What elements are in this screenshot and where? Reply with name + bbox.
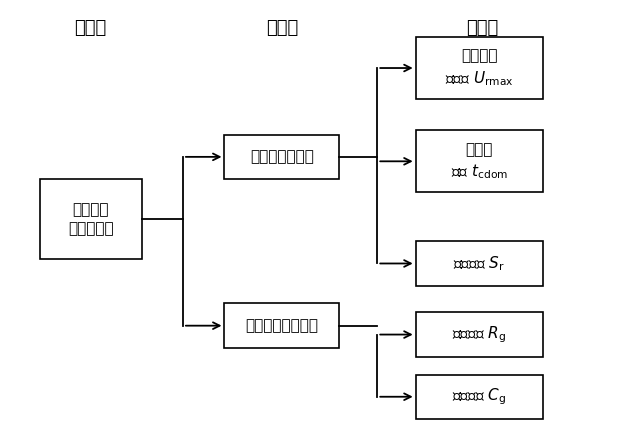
Text: 主时间
常数 $t_{\rm cdom}$: 主时间 常数 $t_{\rm cdom}$: [451, 142, 508, 181]
Text: 扩展德拜模型指标: 扩展德拜模型指标: [245, 318, 318, 333]
Text: 初始斜率 $S_{\rm r}$: 初始斜率 $S_{\rm r}$: [453, 254, 505, 273]
Text: 项目层: 项目层: [266, 19, 298, 37]
FancyBboxPatch shape: [415, 375, 543, 419]
FancyBboxPatch shape: [415, 312, 543, 357]
FancyBboxPatch shape: [225, 135, 339, 179]
FancyBboxPatch shape: [415, 37, 543, 99]
FancyBboxPatch shape: [415, 241, 543, 286]
Text: 几何电容 $C_{\rm g}$: 几何电容 $C_{\rm g}$: [452, 387, 506, 407]
Text: 目标层: 目标层: [74, 19, 107, 37]
Text: 回复电压法指标: 回复电压法指标: [250, 149, 314, 164]
FancyBboxPatch shape: [40, 179, 141, 259]
Text: 指标层: 指标层: [467, 19, 499, 37]
FancyBboxPatch shape: [225, 304, 339, 348]
Text: 变压器油
纸绝缘状态: 变压器油 纸绝缘状态: [68, 202, 113, 236]
FancyBboxPatch shape: [415, 130, 543, 192]
Text: 回复电压
极大值 $U_{\rm rmax}$: 回复电压 极大值 $U_{\rm rmax}$: [445, 48, 513, 88]
Text: 绝缘电阻 $R_{\rm g}$: 绝缘电阻 $R_{\rm g}$: [452, 324, 506, 345]
